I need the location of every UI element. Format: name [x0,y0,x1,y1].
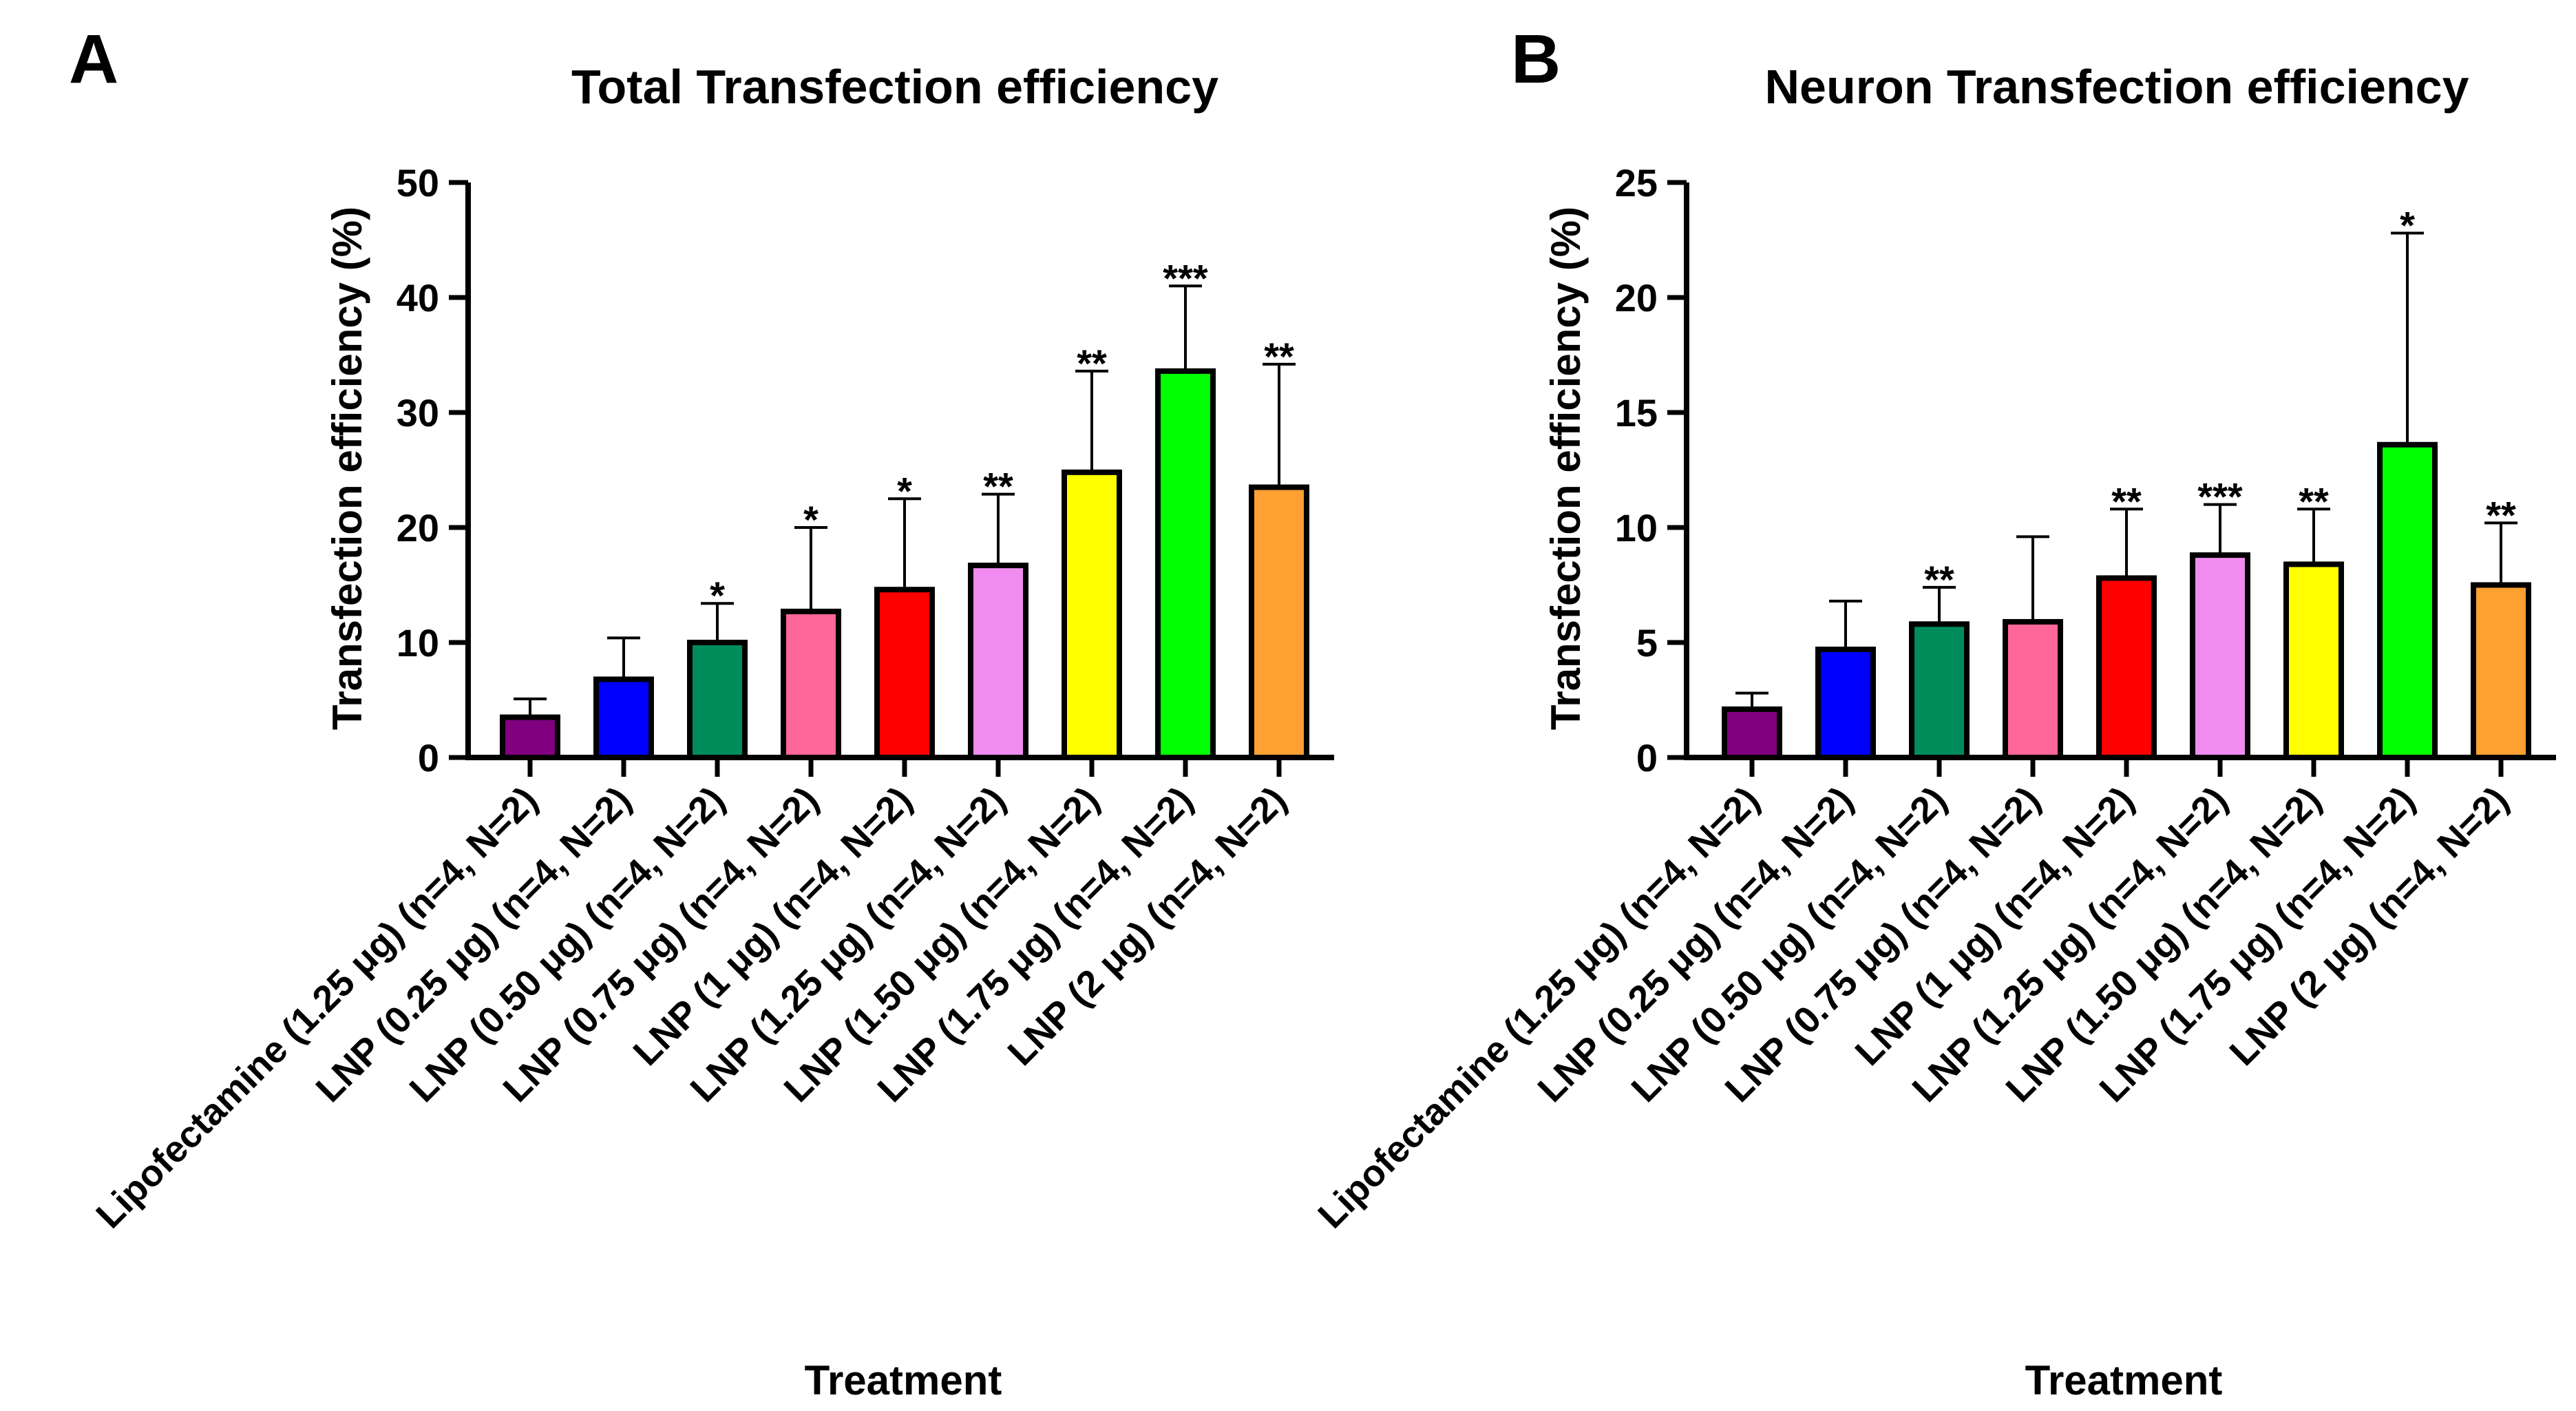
y-tick-label: 20 [1615,276,1658,320]
bar [1062,469,1122,761]
y-tick-label: 0 [1636,736,1658,780]
significance-marker: *** [2197,475,2243,519]
y-tick-label: 0 [418,736,439,780]
bar [781,608,841,760]
bar [2096,575,2157,760]
x-axis-title: Treatment [2025,1357,2223,1403]
y-tick-label: 15 [1615,391,1658,435]
y-tick-label: 25 [1615,161,1658,205]
bar [2003,618,2063,760]
significance-marker: ** [1924,558,1954,601]
y-axis-title: Transfection efficiency (%) [324,207,370,730]
bar [2283,561,2344,760]
bar [874,587,935,760]
significance-marker: ** [1264,335,1294,378]
bar [2190,552,2250,761]
y-tick-label: 10 [397,621,439,665]
bar [1815,647,1876,761]
panel-letter: A [69,21,118,98]
significance-marker: ** [2299,479,2329,523]
significance-marker: * [2400,203,2415,247]
bar [687,640,748,760]
y-axis-title: Transfection efficiency (%) [1543,207,1589,730]
y-tick-label: 30 [397,391,439,435]
chart-title: Total Transfection efficiency [571,60,1218,114]
bar [1155,368,1216,760]
panel-a: A Total Transfection efficiency Transfec… [69,21,1334,1403]
bar [593,676,654,760]
y-tick-label: 20 [397,506,439,550]
significance-marker: ** [1077,342,1107,385]
bar [2471,582,2531,760]
significance-marker: ** [983,465,1013,508]
y-tick-label: 10 [1615,506,1658,550]
panel-letter: B [1511,21,1561,98]
bar [500,714,560,761]
bar [1722,706,1782,760]
significance-marker: * [803,498,819,541]
panel-b: B Neuron Transfection efficiency Transfe… [1310,21,2556,1403]
bar [968,563,1028,760]
bar [2377,441,2438,760]
chart-title: Neuron Transfection efficiency [1764,60,2469,114]
significance-marker: ** [2486,493,2516,536]
x-axis-title: Treatment [805,1357,1002,1403]
bar [1909,621,1970,761]
y-tick-label: 5 [1636,621,1658,665]
y-tick-label: 40 [397,276,439,320]
significance-marker: ** [2111,479,2142,523]
significance-marker: *** [1163,256,1208,300]
y-tick-label: 50 [397,161,439,205]
significance-marker: * [710,574,725,617]
significance-marker: * [897,469,912,512]
bar [1249,484,1309,760]
